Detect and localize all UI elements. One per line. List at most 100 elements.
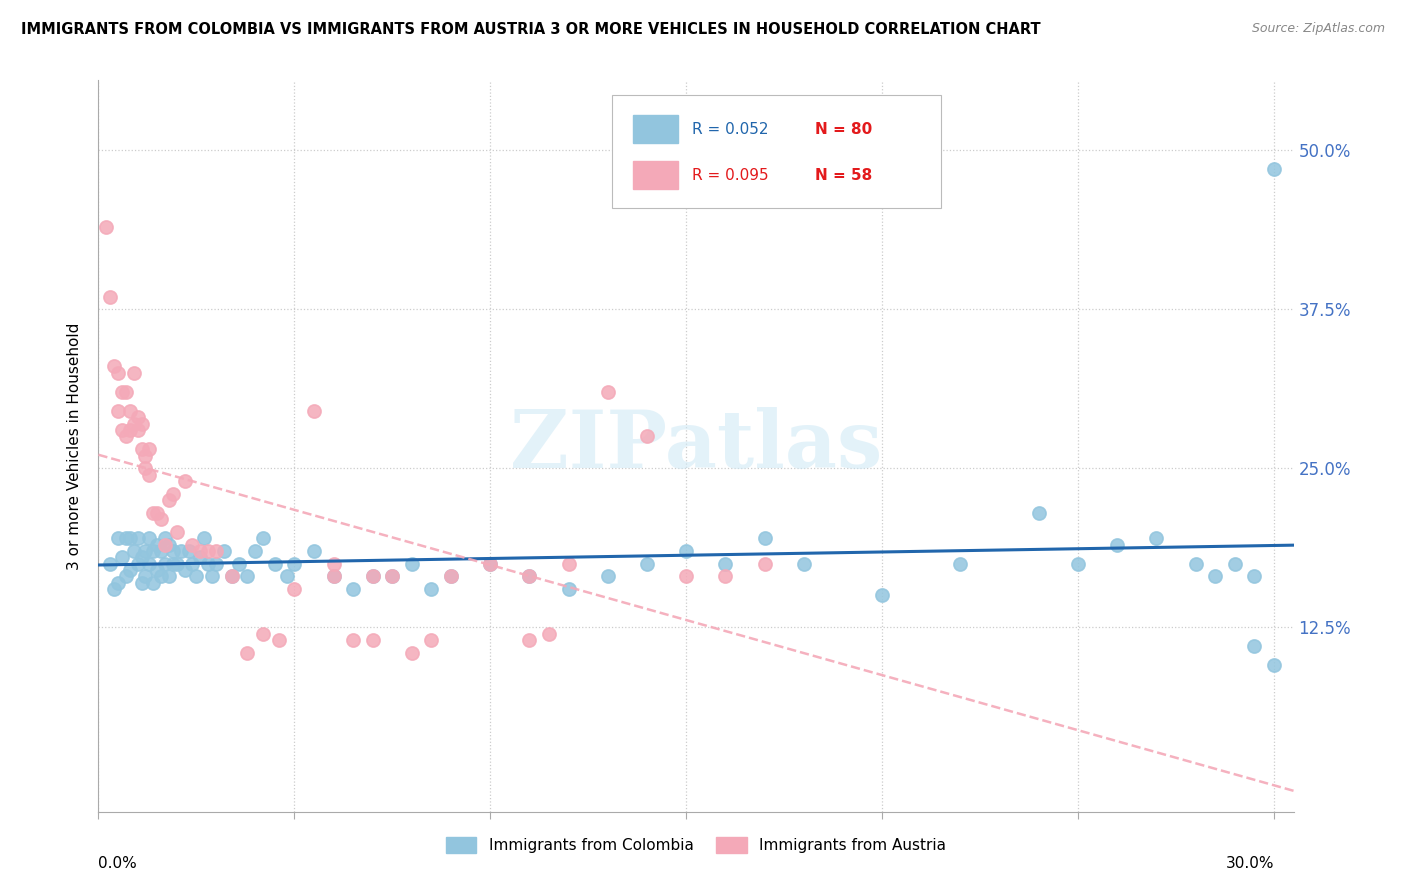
Point [322, 569, 344, 583]
Point [118, 531, 141, 545]
Point [118, 563, 141, 577]
Point [131, 442, 153, 457]
Text: IMMIGRANTS FROM COLOMBIA VS IMMIGRANTS FROM AUSTRIA 3 OR MORE VEHICLES IN HOUSEH: IMMIGRANTS FROM COLOMBIA VS IMMIGRANTS F… [21, 22, 1040, 37]
Point [675, 569, 697, 583]
Point [138, 442, 160, 457]
Point [127, 531, 149, 545]
Point [134, 449, 156, 463]
Point [150, 569, 173, 583]
Point [115, 384, 138, 399]
Point [134, 544, 156, 558]
Point [157, 569, 180, 583]
Point [197, 544, 219, 558]
Text: Source: ZipAtlas.com: Source: ZipAtlas.com [1251, 22, 1385, 36]
Point [188, 550, 211, 565]
Point [122, 544, 145, 558]
Point [98, 289, 121, 303]
Point [193, 531, 215, 545]
Point [127, 410, 149, 425]
Point [98, 557, 121, 571]
Point [166, 524, 188, 539]
Point [1107, 538, 1129, 552]
Point [162, 486, 184, 500]
Point [173, 474, 195, 488]
Point [115, 531, 138, 545]
Point [166, 557, 188, 571]
Point [181, 557, 204, 571]
Point [793, 557, 815, 571]
Point [440, 569, 463, 583]
Point [111, 384, 134, 399]
Point [118, 423, 141, 437]
Point [537, 626, 560, 640]
Point [1067, 557, 1090, 571]
Point [870, 589, 893, 603]
Point [361, 632, 384, 647]
Text: ZIPatlas: ZIPatlas [510, 407, 882, 485]
Point [519, 569, 541, 583]
Point [322, 569, 344, 583]
Legend: Immigrants from Colombia, Immigrants from Austria: Immigrants from Colombia, Immigrants fro… [440, 830, 952, 859]
Point [212, 544, 235, 558]
Text: 30.0%: 30.0% [1226, 856, 1274, 871]
Point [181, 538, 204, 552]
Point [519, 569, 541, 583]
Point [131, 575, 153, 590]
FancyBboxPatch shape [613, 95, 941, 209]
Point [1243, 640, 1265, 654]
Point [361, 569, 384, 583]
Point [1028, 506, 1050, 520]
Point [103, 359, 125, 374]
Point [479, 557, 502, 571]
Point [228, 557, 250, 571]
Point [754, 531, 776, 545]
Point [236, 569, 259, 583]
Point [401, 557, 423, 571]
Point [134, 569, 156, 583]
Point [1204, 569, 1226, 583]
Point [153, 557, 176, 571]
Point [127, 557, 149, 571]
Point [115, 569, 138, 583]
Point [1263, 658, 1285, 673]
Point [714, 569, 737, 583]
Point [162, 557, 184, 571]
Point [519, 632, 541, 647]
Point [153, 538, 176, 552]
Point [142, 575, 165, 590]
Point [342, 632, 364, 647]
Point [1144, 531, 1167, 545]
Point [201, 569, 224, 583]
Point [157, 493, 180, 508]
Point [276, 569, 298, 583]
Point [302, 544, 325, 558]
Point [146, 538, 169, 552]
Point [138, 557, 160, 571]
Point [150, 544, 173, 558]
Point [252, 626, 274, 640]
Point [150, 512, 173, 526]
Point [134, 461, 156, 475]
Point [252, 531, 274, 545]
Point [949, 557, 972, 571]
Bar [633, 115, 678, 144]
Point [263, 557, 285, 571]
Point [283, 582, 305, 596]
Point [107, 404, 129, 418]
Point [197, 557, 219, 571]
Point [115, 429, 138, 443]
Point [127, 423, 149, 437]
Bar [633, 161, 678, 189]
Point [636, 429, 658, 443]
Point [146, 563, 169, 577]
Point [138, 467, 160, 482]
Point [205, 557, 228, 571]
Point [1184, 557, 1206, 571]
Point [157, 538, 180, 552]
Point [322, 557, 344, 571]
Point [122, 417, 145, 431]
Point [177, 544, 200, 558]
Y-axis label: 3 or more Vehicles in Household: 3 or more Vehicles in Household [67, 322, 83, 570]
Point [146, 506, 169, 520]
Point [361, 569, 384, 583]
